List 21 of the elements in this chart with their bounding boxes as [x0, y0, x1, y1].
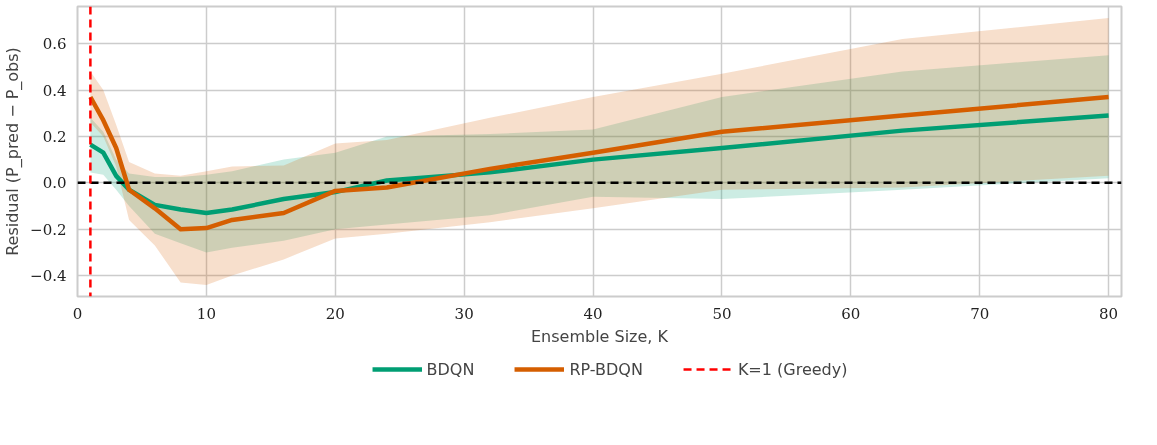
x-tick-label: 50 — [712, 304, 732, 323]
x-tick-label: 80 — [1099, 304, 1119, 323]
y-tick-label: 0.6 — [42, 35, 67, 54]
x-tick-label: 40 — [583, 304, 603, 323]
y-tick-label: −0.4 — [30, 267, 67, 286]
x-tick-label: 70 — [970, 304, 990, 323]
line-series — [88, 94, 1111, 232]
legend-label: K=1 (Greedy) — [737, 359, 848, 379]
legend-label: RP-BDQN — [569, 359, 643, 379]
legend-label: BDQN — [426, 359, 475, 379]
x-tick-label: 30 — [454, 304, 474, 323]
x-tick-label: 0 — [72, 304, 83, 323]
x-tick-label: 20 — [325, 304, 345, 323]
y-tick-label: 0.4 — [42, 81, 67, 100]
x-tick-label: 10 — [196, 304, 216, 323]
x-axis-title: Ensemble Size, K — [530, 326, 669, 346]
y-tick-label: 0.2 — [42, 127, 67, 146]
y-axis-title: Residual (P_pred − P_obs) — [3, 47, 24, 256]
x-tick-label: 60 — [841, 304, 861, 323]
y-tick-label: −0.2 — [30, 220, 67, 239]
y-tick-label: 0.0 — [42, 174, 67, 193]
